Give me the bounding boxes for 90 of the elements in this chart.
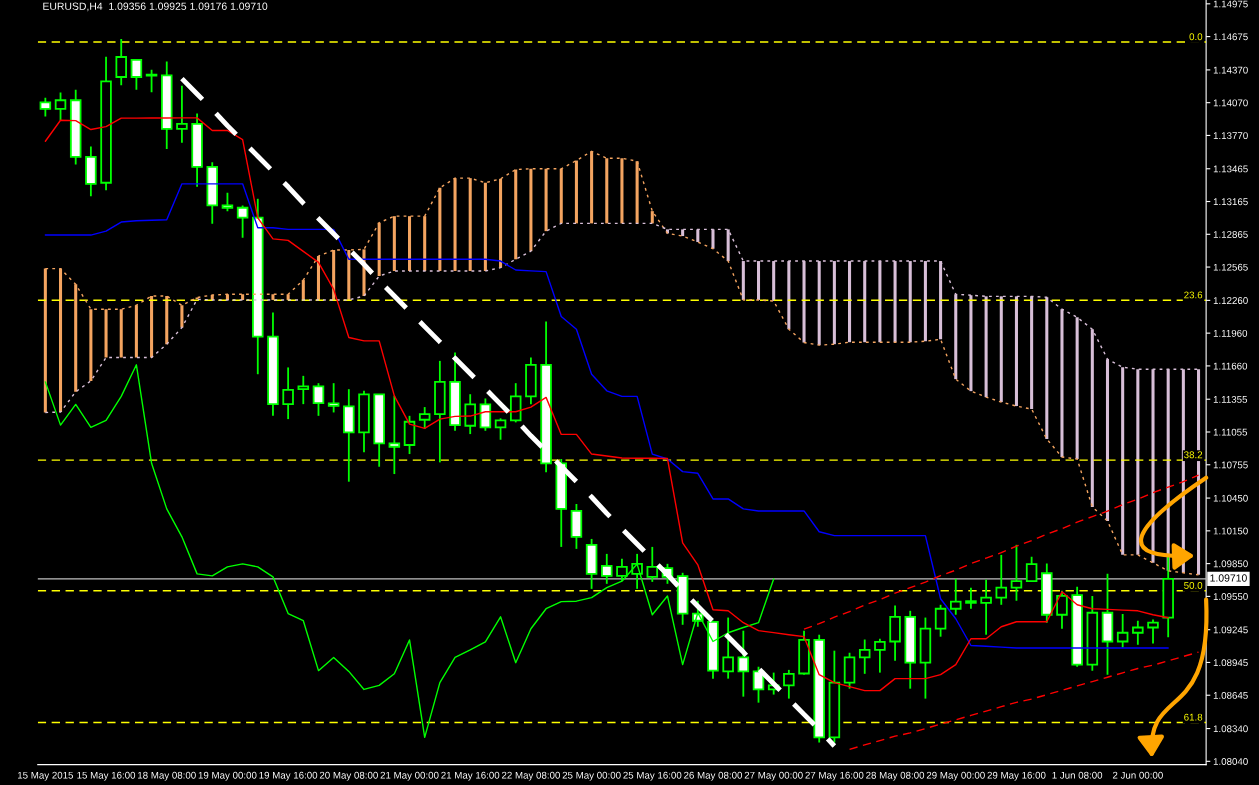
candlestick [282, 366, 294, 421]
candlestick [464, 393, 476, 435]
y-tick-label: 1.09850 [1213, 560, 1248, 568]
candlestick [145, 68, 158, 94]
candlestick [995, 553, 1008, 606]
x-tick-label: 15 May 16:00 [77, 771, 136, 781]
x-tick-label: 22 May 08:00 [501, 771, 560, 781]
line-series [44, 364, 775, 739]
x-tick-label: 19 May 16:00 [259, 771, 318, 781]
candlestick [403, 414, 416, 455]
y-tick-label: 1.12865 [1213, 231, 1248, 238]
x-tick-label: 29 May 16:00 [987, 771, 1046, 781]
candlestick [236, 204, 249, 239]
x-tick-label: 18 May 08:00 [138, 771, 196, 781]
chart-title: EURUSD,H4 1.09356 1.09925 1.09176 1.09710 [43, 2, 268, 12]
candlestick [115, 38, 127, 87]
candlestick [874, 637, 886, 674]
candlestick [297, 374, 310, 406]
candlestick [479, 397, 492, 432]
candlestick [327, 382, 340, 414]
candlestick [950, 577, 962, 616]
y-tick-label: 1.11355 [1213, 395, 1248, 403]
y-tick-label: 1.12260 [1213, 297, 1248, 304]
y-tick-label: 1.14975 [1213, 0, 1248, 8]
x-tick-label: 28 May 08:00 [866, 771, 925, 781]
y-tick-label: 1.14370 [1213, 66, 1248, 74]
x-tick-label: 26 May 08:00 [684, 771, 743, 781]
annotation: 23.6 [1184, 291, 1203, 299]
line-series [179, 76, 837, 749]
candlestick [722, 616, 734, 680]
candlestick [388, 394, 401, 475]
x-tick-label: 15 May 2015 [17, 771, 74, 781]
x-tick-label: 25 May 16:00 [623, 771, 682, 781]
y-tick-label: 1.09550 [1213, 593, 1248, 600]
y-tick-label: 1.14675 [1213, 33, 1248, 41]
x-tick-label: 25 May 00:00 [562, 771, 621, 781]
y-tick-label: 1.12565 [1213, 263, 1248, 271]
y-tick-label: 1.08340 [1213, 725, 1248, 733]
candlestick [221, 191, 234, 213]
x-tick-label: 21 May 16:00 [441, 771, 500, 781]
candlestick [858, 638, 871, 675]
annotation: 0.0 [1189, 33, 1203, 41]
x-tick-label: 2 Jun 00:00 [1112, 771, 1163, 779]
x-tick-label: 19 May 00:00 [198, 771, 257, 781]
candlestick [783, 668, 795, 700]
y-tick-label: 1.09245 [1213, 626, 1248, 634]
annotation: 61.8 [1184, 713, 1203, 721]
candlestick [646, 545, 659, 583]
ref-line-label: 1.09710 [1210, 574, 1247, 582]
candlestick [965, 586, 977, 610]
candlestick [616, 557, 628, 582]
line-series [44, 117, 1169, 692]
candlestick [737, 629, 750, 698]
y-tick-label: 1.10150 [1213, 527, 1248, 535]
candlestick [1147, 618, 1159, 645]
candlestick [1132, 619, 1144, 646]
y-tick-label: 1.13165 [1213, 198, 1248, 206]
candlestick [312, 382, 325, 417]
y-tick-label: 1.11960 [1213, 329, 1248, 337]
annotation: 38.2 [1184, 451, 1203, 459]
x-tick-label: 20 May 08:00 [319, 771, 378, 781]
candlestick [54, 91, 67, 122]
y-tick-label: 1.08040 [1213, 758, 1248, 765]
candlestick [39, 96, 52, 118]
y-tick-label: 1.08945 [1213, 659, 1248, 667]
y-tick-label: 1.10755 [1213, 461, 1248, 469]
y-tick-label: 1.13770 [1213, 132, 1248, 140]
x-tick-label: 1 Jun 08:00 [1052, 771, 1103, 779]
candlestick [934, 603, 947, 638]
x-tick-label: 29 May 00:00 [926, 771, 985, 781]
x-tick-label: 27 May 16:00 [805, 771, 864, 781]
y-tick-label: 1.14070 [1213, 99, 1248, 107]
line-series [44, 183, 1169, 649]
x-tick-label: 27 May 00:00 [744, 771, 803, 781]
y-tick-label: 1.11055 [1213, 428, 1248, 436]
candlestick [1116, 613, 1129, 649]
candlestick [176, 84, 188, 144]
x-tick-label: 21 May 00:00 [380, 771, 439, 781]
candlestick [494, 417, 507, 441]
y-tick-label: 1.11660 [1213, 362, 1248, 370]
candlestick [980, 578, 992, 636]
annotation: 50.0 [1184, 582, 1203, 589]
y-tick-label: 1.08645 [1213, 691, 1248, 699]
candlestick [1025, 555, 1038, 583]
y-tick-label: 1.10450 [1213, 494, 1248, 502]
y-tick-label: 1.13465 [1213, 165, 1248, 173]
candlestick [418, 406, 431, 430]
line-series [848, 651, 1200, 750]
candlestick [130, 58, 143, 91]
candlestick [601, 552, 613, 585]
